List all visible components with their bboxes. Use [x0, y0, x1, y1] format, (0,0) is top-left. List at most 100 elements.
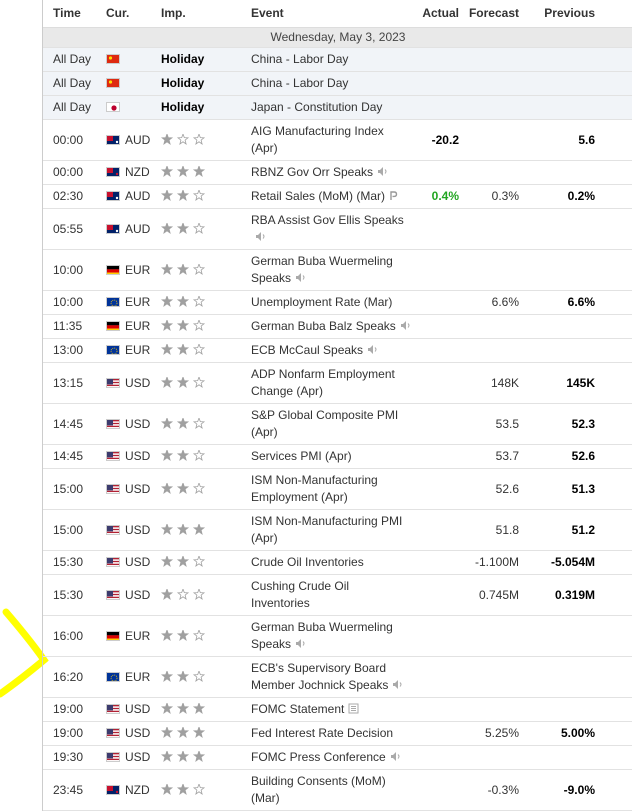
- forecast-cell: [463, 657, 523, 698]
- flag-part: [107, 736, 120, 737]
- importance-cell: [161, 469, 246, 510]
- importance-stars: [161, 727, 207, 738]
- flag-part: [107, 760, 120, 761]
- star: [178, 418, 188, 428]
- currency-cell: AUD: [106, 209, 161, 250]
- event-cell: ISM Non-Manufacturing Employment (Apr): [246, 469, 411, 510]
- flag-part: [107, 711, 120, 712]
- event-cell: German Buba Wuermeling Speaks: [246, 616, 411, 657]
- importance-cell: [161, 315, 246, 339]
- currency: USD: [125, 482, 150, 496]
- flag: [106, 728, 120, 738]
- time: 19:00: [43, 698, 106, 722]
- event-icon: [389, 190, 398, 201]
- previous-cell: [523, 209, 632, 250]
- forecast: 6.6%: [492, 295, 519, 309]
- column-header: Actual: [411, 0, 463, 28]
- icon-part: [296, 639, 301, 648]
- flag-part: [107, 712, 120, 713]
- importance-cell: [161, 120, 246, 161]
- icon-part: [303, 276, 304, 280]
- previous-cell: [523, 48, 632, 72]
- event-icon: [392, 679, 403, 690]
- importance-stars: [161, 524, 207, 535]
- event-cell: Crude Oil Inventories: [246, 551, 411, 575]
- currency: EUR: [125, 319, 150, 333]
- flag-part: [111, 105, 116, 110]
- currency-cell: USD: [106, 551, 161, 575]
- currency: AUD: [125, 133, 150, 147]
- icon-part: [368, 345, 373, 354]
- importance-cell: [161, 698, 246, 722]
- currency: USD: [125, 702, 150, 716]
- column-header: Previous: [523, 0, 632, 28]
- forecast-cell: [463, 209, 523, 250]
- importance-cell: [161, 551, 246, 575]
- event-icon: [295, 638, 306, 649]
- event-cell: ISM Non-Manufacturing PMI (Apr): [246, 510, 411, 551]
- flag: [106, 419, 120, 429]
- currency-cell: EUR: [106, 657, 161, 698]
- previous-cell: [523, 746, 632, 770]
- icon-part: [391, 752, 396, 761]
- event-name: Services PMI (Apr): [251, 449, 352, 463]
- star: [178, 556, 188, 566]
- currency-cell: USD: [106, 575, 161, 616]
- importance-stars: [161, 630, 207, 641]
- previous-cell: [523, 698, 632, 722]
- importance-cell: [161, 404, 246, 445]
- star: [162, 264, 172, 274]
- actual-cell: [411, 770, 463, 811]
- importance-stars: [161, 320, 207, 331]
- event-icon: [390, 751, 401, 762]
- actual-cell: [411, 161, 463, 185]
- time: 19:00: [43, 722, 106, 746]
- flag-part: [107, 346, 120, 355]
- importance-stars: [161, 344, 207, 355]
- currency-cell: EUR: [106, 291, 161, 315]
- previous: 5.6: [578, 133, 595, 147]
- time: All Day: [43, 96, 106, 120]
- flag: [106, 297, 120, 307]
- star: [194, 377, 204, 387]
- flag-part: [107, 596, 120, 597]
- previous: -9.0%: [564, 783, 595, 797]
- event-cell: S&P Global Composite PMI (Apr): [246, 404, 411, 445]
- time: 16:00: [43, 616, 106, 657]
- importance-cell: [161, 250, 246, 291]
- event-cell: RBNZ Gov Orr Speaks: [246, 161, 411, 185]
- flag-part: [107, 384, 120, 385]
- flag-part: [107, 298, 120, 307]
- currency-cell: USD: [106, 510, 161, 551]
- flag: [106, 672, 120, 682]
- flag-part: [107, 386, 120, 387]
- currency: NZD: [125, 165, 150, 179]
- flag: [106, 525, 120, 535]
- column-header: Forecast: [463, 0, 523, 28]
- event-cell: RBA Assist Gov Ellis Speaks: [246, 209, 411, 250]
- flag: [106, 704, 120, 714]
- event-name: Unemployment Rate (Mar): [251, 295, 392, 309]
- event-name: ADP Nonfarm Employment Change (Apr): [251, 367, 395, 398]
- flag-part: [107, 492, 120, 493]
- previous-cell: [523, 72, 632, 96]
- holiday-label: Holiday: [161, 52, 204, 66]
- currency-cell: AUD: [106, 120, 161, 161]
- flag-part: [107, 427, 120, 428]
- forecast-cell: 5.25%: [463, 722, 523, 746]
- time: 15:30: [43, 575, 106, 616]
- previous-cell: 52.6: [523, 445, 632, 469]
- event-name: China - Labor Day: [251, 76, 348, 90]
- flag-part: [107, 136, 113, 141]
- icon-part: [408, 324, 409, 328]
- forecast: -1.100M: [475, 555, 519, 569]
- icon-part: [391, 192, 397, 200]
- star: [178, 727, 188, 737]
- flag-part: [107, 759, 120, 760]
- event-cell: Retail Sales (MoM) (Mar): [246, 185, 411, 209]
- flag: [106, 785, 120, 795]
- actual-cell: [411, 404, 463, 445]
